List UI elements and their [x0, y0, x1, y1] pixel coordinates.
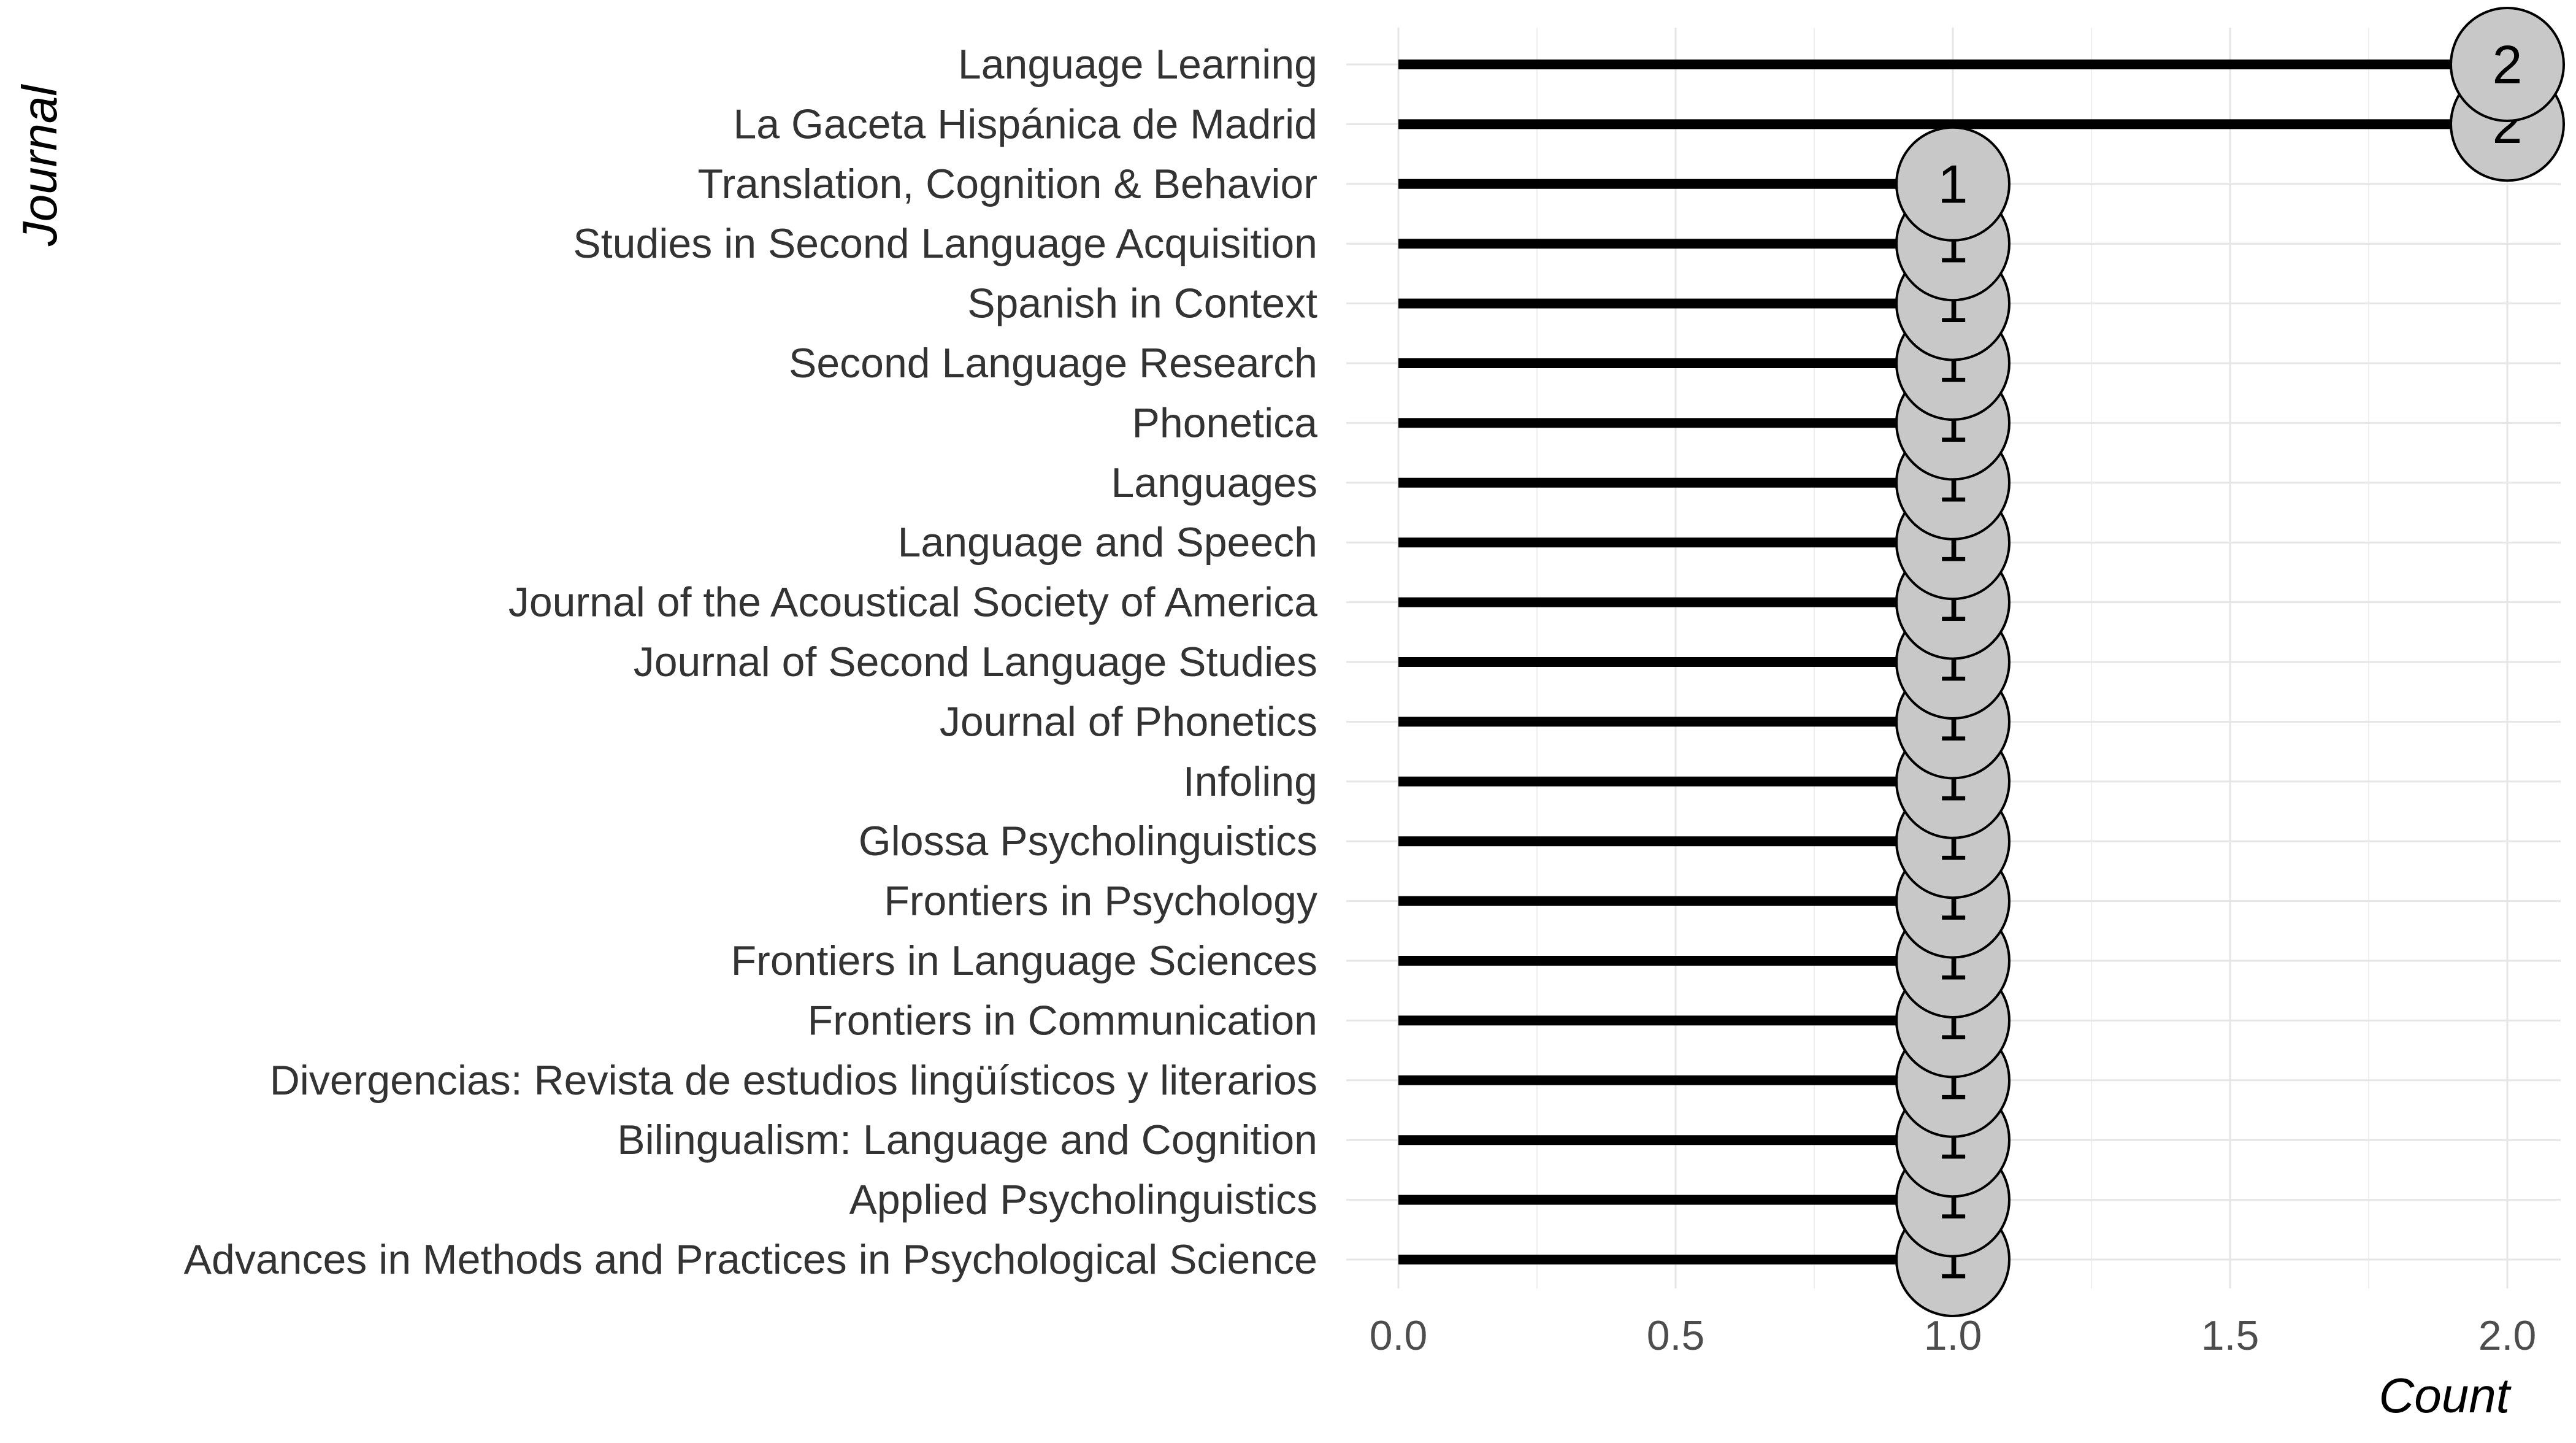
x-axis-title: Count	[2379, 1368, 2512, 1423]
y-category-label: Glossa Psycholinguistics	[859, 818, 1317, 864]
y-category-label: Phonetica	[1132, 399, 1318, 446]
data-value-label: 1	[1938, 153, 1968, 214]
x-tick-label: 1.0	[1924, 1312, 1982, 1359]
y-category-label: Applied Psycholinguistics	[849, 1177, 1317, 1223]
y-category-label: Studies in Second Language Acquisition	[573, 220, 1317, 267]
y-category-label: Journal of Second Language Studies	[634, 639, 1317, 685]
x-tick-label: 0.0	[1370, 1312, 1428, 1359]
y-category-label: Spanish in Context	[967, 280, 1317, 327]
lollipop-marker	[2450, 7, 2565, 122]
y-category-label: Journal of the Acoustical Society of Ame…	[508, 579, 1317, 626]
x-tick-label: 2.0	[2478, 1312, 2537, 1359]
y-category-label: Frontiers in Communication	[808, 997, 1317, 1044]
y-category-label: Frontiers in Psychology	[884, 878, 1317, 925]
y-axis-category-labels: Language Learning La Gaceta Hispánica de …	[184, 41, 1318, 1283]
y-category-label: Languages	[1111, 460, 1317, 506]
y-category-label: Frontiers in Language Sciences	[731, 937, 1317, 984]
y-category-label: Advances in Methods and Practices in Psy…	[184, 1236, 1317, 1283]
y-category-label: Second Language Research	[789, 340, 1317, 387]
y-category-label: Journal of Phonetics	[940, 698, 1317, 745]
y-category-label: Language Learning	[958, 41, 1317, 88]
y-axis-title: Journal	[12, 84, 67, 247]
x-axis-tick-labels: 0.0 0.5 1.0 1.5 2.0	[1370, 1312, 2537, 1359]
data-value-label: 2	[2493, 34, 2523, 95]
x-tick-label: 0.5	[1647, 1312, 1705, 1359]
y-category-label: Bilingualism: Language and Cognition	[617, 1117, 1317, 1163]
y-category-label: Language and Speech	[898, 519, 1317, 566]
lollipop-marker	[1895, 126, 2011, 242]
y-category-label: Infoling	[1183, 758, 1317, 805]
x-tick-label: 1.5	[2201, 1312, 2260, 1359]
y-category-label: Translation, Cognition & Behavior	[698, 161, 1317, 207]
lollipop-stems	[1398, 60, 2507, 1264]
y-category-label: Divergencias: Revista de estudios lingüí…	[270, 1057, 1317, 1104]
y-category-label: La Gaceta Hispánica de Madrid	[733, 101, 1317, 147]
